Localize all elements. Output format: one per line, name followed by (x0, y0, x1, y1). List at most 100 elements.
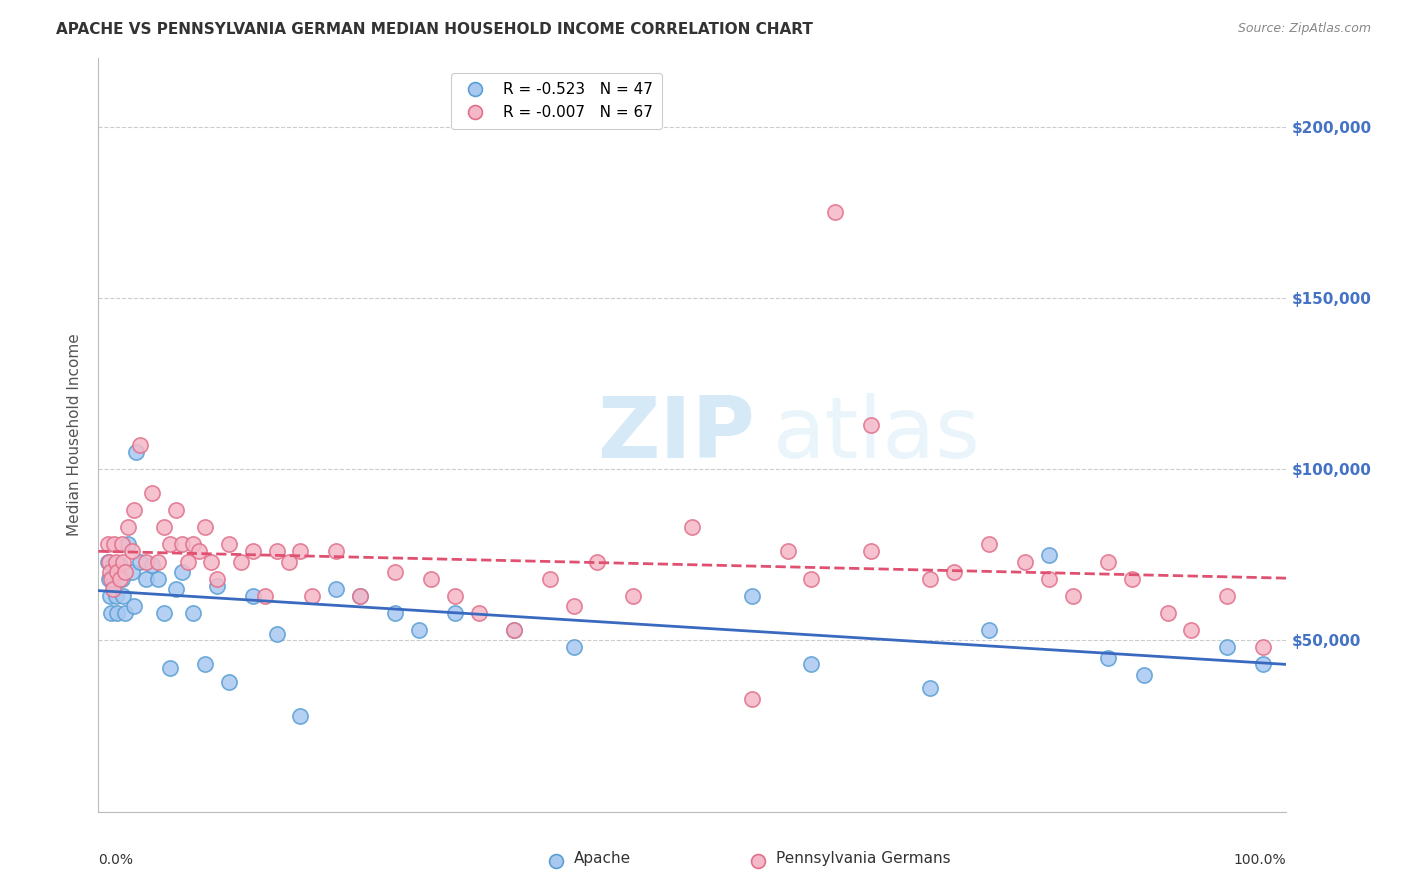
Point (152, 606, 174, 620)
Point (108, 558, 131, 572)
Point (129, 555, 152, 569)
Point (152, 520, 174, 534)
Point (800, 572, 823, 586)
Point (266, 544, 288, 558)
Point (859, 544, 882, 558)
Point (1014, 555, 1036, 569)
Point (682, 520, 704, 534)
Point (111, 572, 134, 586)
Point (503, 623, 526, 637)
Point (290, 544, 312, 558)
Point (621, 589, 644, 603)
Point (194, 520, 217, 534)
Point (979, 537, 1001, 551)
Point (384, 565, 406, 579)
Point (776, 544, 799, 558)
Point (121, 565, 143, 579)
Point (290, 708, 312, 723)
Point (176, 555, 198, 569)
Point (200, 555, 222, 569)
Point (100, 572, 122, 586)
Point (112, 555, 135, 569)
Point (146, 555, 169, 569)
Point (114, 565, 136, 579)
Point (741, 589, 763, 603)
Point (325, 582, 347, 596)
Point (266, 626, 288, 640)
Text: APACHE VS PENNSYLVANIA GERMAN MEDIAN HOUSEHOLD INCOME CORRELATION CHART: APACHE VS PENNSYLVANIA GERMAN MEDIAN HOU… (56, 22, 813, 37)
Point (747, 805, 769, 819)
Point (97, 537, 120, 551)
Point (1216, 640, 1239, 655)
Point (112, 589, 135, 603)
Point (859, 417, 882, 432)
Point (408, 623, 430, 637)
Y-axis label: Median Household Income: Median Household Income (67, 334, 83, 536)
Point (538, 572, 561, 586)
Text: ZIP: ZIP (598, 393, 755, 476)
Point (129, 438, 152, 452)
Point (98, 565, 121, 579)
Point (1156, 606, 1178, 620)
Point (1062, 589, 1084, 603)
Point (101, 582, 124, 596)
Text: Source: ZipAtlas.com: Source: ZipAtlas.com (1237, 22, 1371, 36)
Point (117, 537, 139, 551)
Point (741, 691, 763, 706)
Point (105, 589, 128, 603)
Point (562, 640, 585, 655)
Text: atlas: atlas (773, 393, 981, 476)
Point (122, 503, 145, 517)
Point (444, 606, 467, 620)
Point (183, 606, 205, 620)
Point (503, 623, 526, 637)
Point (1038, 548, 1060, 562)
Point (98, 589, 121, 603)
Point (242, 544, 264, 558)
Point (467, 606, 489, 620)
Point (98, 572, 121, 586)
Text: 100.0%: 100.0% (1234, 853, 1286, 867)
Point (101, 558, 124, 572)
Point (800, 657, 823, 672)
Point (207, 579, 229, 593)
Text: Pennsylvania Germans: Pennsylvania Germans (776, 851, 950, 866)
Point (117, 520, 139, 534)
Point (1251, 640, 1274, 655)
Point (824, 205, 846, 219)
Point (1251, 657, 1274, 672)
Point (1121, 572, 1143, 586)
Point (1097, 555, 1119, 569)
Point (141, 558, 163, 572)
Point (135, 572, 157, 586)
Point (105, 555, 128, 569)
Point (253, 589, 276, 603)
Text: Apache: Apache (574, 851, 631, 866)
Point (97, 555, 120, 569)
Point (444, 589, 467, 603)
Point (103, 537, 125, 551)
Point (920, 681, 942, 696)
Point (183, 537, 205, 551)
Point (100, 606, 122, 620)
Point (194, 657, 217, 672)
Point (165, 503, 187, 517)
Point (586, 555, 609, 569)
Legend: R = -0.523   N = 47, R = -0.007   N = 67: R = -0.523 N = 47, R = -0.007 N = 67 (450, 73, 662, 129)
Point (188, 544, 211, 558)
Point (420, 572, 443, 586)
Point (1133, 667, 1156, 681)
Point (207, 572, 229, 586)
Point (170, 537, 193, 551)
Point (121, 544, 143, 558)
Point (107, 565, 129, 579)
Point (135, 555, 157, 569)
Point (146, 572, 169, 586)
Point (942, 565, 965, 579)
Point (301, 589, 323, 603)
Point (349, 589, 371, 603)
Point (277, 555, 299, 569)
Point (141, 486, 163, 500)
Point (218, 537, 240, 551)
Point (108, 572, 131, 586)
